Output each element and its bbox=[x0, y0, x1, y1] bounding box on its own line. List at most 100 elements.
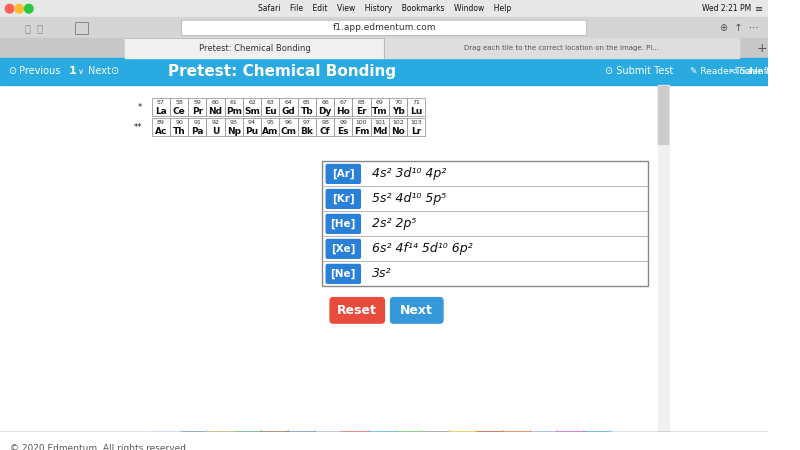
Text: 103: 103 bbox=[410, 120, 422, 125]
Bar bbox=[0, 17, 768, 38]
Text: U: U bbox=[212, 127, 219, 136]
FancyBboxPatch shape bbox=[326, 239, 361, 259]
Text: Next: Next bbox=[88, 66, 111, 76]
Text: f1.app.edmentum.com: f1.app.edmentum.com bbox=[332, 23, 436, 32]
Text: 4s² 3d¹⁰ 4p²: 4s² 3d¹⁰ 4p² bbox=[372, 167, 446, 180]
Text: 71: 71 bbox=[412, 100, 420, 105]
Text: 2s² 2p⁵: 2s² 2p⁵ bbox=[372, 217, 416, 230]
Text: ≡: ≡ bbox=[755, 4, 763, 13]
Text: 97: 97 bbox=[303, 120, 311, 125]
Bar bbox=[188, 118, 206, 136]
Bar bbox=[298, 98, 316, 116]
Text: 5s² 4d¹⁰ 5p⁵: 5s² 4d¹⁰ 5p⁵ bbox=[372, 193, 446, 205]
Text: Wed 2:21 PM: Wed 2:21 PM bbox=[702, 4, 751, 13]
Text: Dy: Dy bbox=[318, 107, 332, 116]
Bar bbox=[0, 38, 768, 58]
Text: Reset: Reset bbox=[338, 304, 377, 317]
Text: Es: Es bbox=[338, 127, 349, 136]
Circle shape bbox=[6, 4, 14, 13]
Text: 58: 58 bbox=[175, 100, 183, 105]
Text: [Kr]: [Kr] bbox=[332, 194, 354, 204]
Text: Np: Np bbox=[227, 127, 241, 136]
Bar bbox=[125, 38, 384, 58]
Circle shape bbox=[15, 4, 23, 13]
Bar bbox=[0, 58, 768, 85]
Text: ∨: ∨ bbox=[78, 67, 84, 76]
Text: No: No bbox=[391, 127, 405, 136]
Text: *: * bbox=[138, 103, 142, 112]
Text: ⊙: ⊙ bbox=[110, 66, 118, 76]
Bar bbox=[0, 440, 768, 450]
Text: ℹ Info: ℹ Info bbox=[749, 67, 773, 76]
FancyBboxPatch shape bbox=[326, 189, 361, 209]
Bar bbox=[407, 118, 426, 136]
Text: [Ne]: [Ne] bbox=[330, 269, 356, 279]
Text: Lr: Lr bbox=[411, 127, 422, 136]
Bar bbox=[353, 118, 370, 136]
FancyBboxPatch shape bbox=[474, 430, 505, 450]
Text: 96: 96 bbox=[285, 120, 293, 125]
Text: Pm: Pm bbox=[226, 107, 242, 116]
Text: 100: 100 bbox=[356, 120, 367, 125]
FancyBboxPatch shape bbox=[326, 264, 361, 284]
Bar bbox=[0, 0, 768, 17]
Text: +: + bbox=[756, 41, 767, 54]
Text: 70: 70 bbox=[394, 100, 402, 105]
Text: 89: 89 bbox=[157, 120, 165, 125]
Text: Tb: Tb bbox=[301, 107, 313, 116]
Text: 6s² 4f¹⁴ 5d¹⁰ 6p²: 6s² 4f¹⁴ 5d¹⁰ 6p² bbox=[372, 243, 472, 256]
Text: 68: 68 bbox=[358, 100, 366, 105]
Bar bbox=[206, 98, 225, 116]
Text: Pretest: Chemical Bonding: Pretest: Chemical Bonding bbox=[168, 63, 396, 79]
Text: 90: 90 bbox=[175, 120, 183, 125]
Text: [Xe]: [Xe] bbox=[331, 244, 355, 254]
Text: Nd: Nd bbox=[209, 107, 222, 116]
Text: Eu: Eu bbox=[264, 107, 277, 116]
Text: 91: 91 bbox=[194, 120, 202, 125]
Text: ⊕  ↑  ⋯: ⊕ ↑ ⋯ bbox=[720, 23, 758, 33]
Bar bbox=[370, 118, 389, 136]
Bar bbox=[658, 85, 670, 440]
Text: Tm: Tm bbox=[372, 107, 388, 116]
Bar bbox=[370, 98, 389, 116]
FancyBboxPatch shape bbox=[232, 430, 263, 450]
Bar bbox=[243, 118, 262, 136]
Bar bbox=[152, 118, 170, 136]
Bar bbox=[0, 85, 768, 440]
Bar bbox=[316, 98, 334, 116]
Bar bbox=[322, 162, 648, 286]
Text: Next: Next bbox=[400, 304, 434, 317]
FancyBboxPatch shape bbox=[502, 430, 532, 450]
FancyBboxPatch shape bbox=[340, 430, 370, 450]
Text: ✎ Reader Tools: ✎ Reader Tools bbox=[690, 67, 757, 76]
Text: 69: 69 bbox=[376, 100, 384, 105]
FancyBboxPatch shape bbox=[447, 430, 478, 450]
Text: Th: Th bbox=[173, 127, 186, 136]
Text: Pretest: Chemical Bonding: Pretest: Chemical Bonding bbox=[198, 44, 310, 53]
Bar bbox=[279, 98, 298, 116]
Text: 99: 99 bbox=[339, 120, 347, 125]
Text: 93: 93 bbox=[230, 120, 238, 125]
Text: Am: Am bbox=[262, 127, 278, 136]
Bar bbox=[334, 98, 353, 116]
Text: 63: 63 bbox=[266, 100, 274, 105]
Text: 65: 65 bbox=[303, 100, 310, 105]
Text: 64: 64 bbox=[285, 100, 293, 105]
Text: Ho: Ho bbox=[337, 107, 350, 116]
Bar bbox=[262, 98, 279, 116]
Text: 59: 59 bbox=[194, 100, 202, 105]
Text: Previous: Previous bbox=[19, 66, 61, 76]
Text: [He]: [He] bbox=[330, 219, 356, 229]
Text: Ac: Ac bbox=[154, 127, 167, 136]
Text: Pa: Pa bbox=[191, 127, 203, 136]
Text: 98: 98 bbox=[321, 120, 329, 125]
Bar bbox=[206, 118, 225, 136]
Text: Drag each tile to the correct location on the image. Pl...: Drag each tile to the correct location o… bbox=[464, 45, 659, 51]
Text: La: La bbox=[155, 107, 166, 116]
Text: 95: 95 bbox=[266, 120, 274, 125]
Text: Gd: Gd bbox=[282, 107, 295, 116]
Text: 67: 67 bbox=[339, 100, 347, 105]
FancyBboxPatch shape bbox=[555, 430, 586, 450]
FancyBboxPatch shape bbox=[182, 20, 586, 36]
FancyBboxPatch shape bbox=[421, 430, 451, 450]
